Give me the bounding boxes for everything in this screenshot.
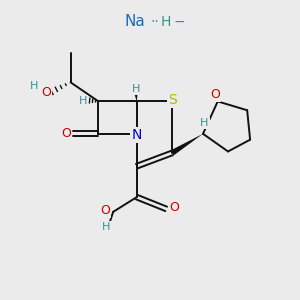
Polygon shape	[170, 134, 203, 155]
Text: N: N	[132, 128, 142, 142]
Text: H: H	[102, 222, 110, 232]
Text: ··: ··	[150, 15, 159, 29]
Text: H: H	[79, 96, 87, 106]
Polygon shape	[132, 86, 139, 101]
Text: −: −	[174, 15, 185, 29]
Text: O: O	[100, 204, 110, 217]
Text: O: O	[210, 88, 220, 101]
Text: Na: Na	[125, 14, 146, 29]
Text: H: H	[161, 15, 171, 29]
Text: H: H	[200, 118, 209, 128]
Text: H: H	[132, 84, 140, 94]
Text: O: O	[41, 86, 51, 99]
Text: O: O	[61, 127, 71, 140]
Text: O: O	[169, 201, 179, 214]
Text: H: H	[29, 81, 38, 91]
Text: S: S	[168, 93, 176, 107]
